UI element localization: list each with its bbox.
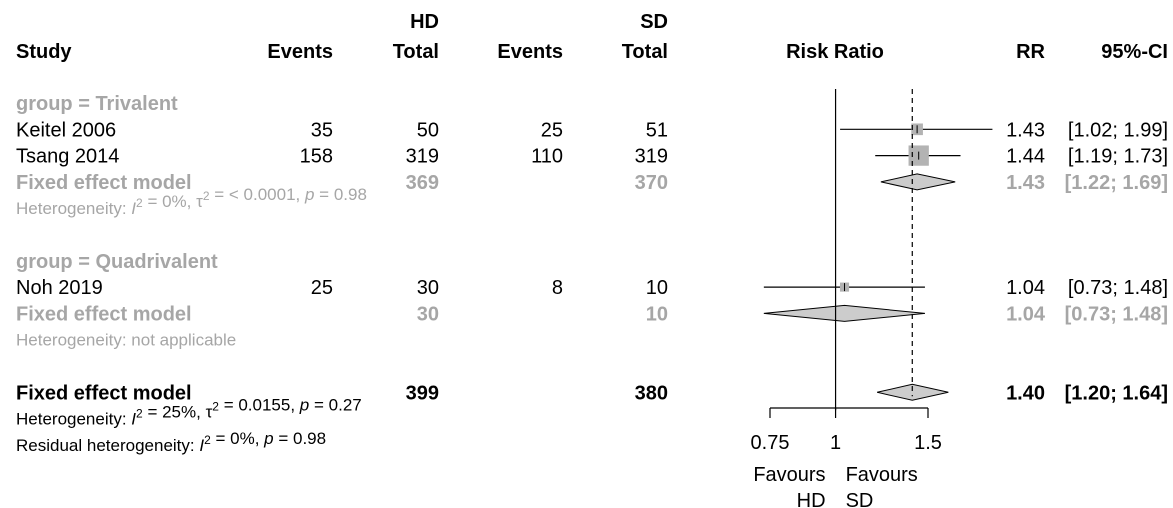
sd-events-value: 110 [531,146,563,168]
sd-total-value: 380 [635,382,668,404]
subgroup-model-label: Fixed effect model [16,172,192,194]
rr-value: 1.40 [1006,382,1045,404]
overall-diamond [877,383,949,401]
ci-value: [0.73; 1.48] [1068,277,1168,299]
header-hd-total: Total [393,41,439,63]
sd-total-value: 10 [646,277,668,299]
header-hd-events: Events [267,41,333,63]
header-ci: 95%-CI [1101,41,1168,63]
header-sd-events: Events [497,41,563,63]
x-axis-tick-label: 1.5 [914,432,942,454]
hd-total-value: 30 [417,277,439,299]
hd-total-value: 30 [417,303,439,325]
x-axis-tick-label: 0.75 [751,432,790,454]
header-hd-group: HD [410,11,439,33]
header-risk-ratio: Risk Ratio [786,41,884,63]
subgroup-diamond [880,173,956,191]
heterogeneity-text: Residual heterogeneity: I2 = 0%, p = 0.9… [16,429,326,455]
sd-events-value: 25 [541,119,563,141]
sd-total-value: 51 [646,119,668,141]
subgroup-model-label: Fixed effect model [16,303,192,325]
heterogeneity-text: Heterogeneity: I2 = 0%, τ2 = < 0.0001, p… [16,185,367,218]
sd-total-value: 10 [646,303,668,325]
x-axis-tick-label: 1 [830,432,841,454]
sd-events-value: 8 [552,277,563,299]
study-name: Tsang 2014 [16,146,119,168]
column-headers: HD SD Study Events Total Events Total Ri… [16,11,1168,63]
favours-right-group: SD [846,490,874,508]
sd-total-value: 370 [635,172,668,194]
header-sd-group: SD [640,11,668,33]
overall-label: Fixed effect model [16,382,192,404]
rr-value: 1.43 [1006,119,1045,141]
header-sd-total: Total [622,41,668,63]
ci-value: [1.02; 1.99] [1068,119,1168,141]
ci-value: [0.73; 1.48] [1065,303,1168,325]
ci-value: [1.19; 1.73] [1068,146,1168,168]
study-name: Noh 2019 [16,277,103,299]
hd-total-value: 319 [406,146,439,168]
hd-total-value: 50 [417,119,439,141]
heterogeneity-text: Heterogeneity: not applicable [16,331,236,350]
header-rr: RR [1016,41,1045,63]
hd-total-value: 369 [406,172,439,194]
ci-value: [1.22; 1.69] [1065,172,1168,194]
rr-value: 1.04 [1006,303,1046,325]
rr-value: 1.43 [1006,172,1045,194]
table-rows: group = Trivalent Keitel 2006 35 50 25 51 1.43… [16,93,1168,455]
hd-total-value: 399 [406,382,439,404]
hd-events-value: 158 [300,146,333,168]
rr-value: 1.44 [1006,146,1045,168]
favours-left-group: HD [797,490,826,508]
study-name: Keitel 2006 [16,119,116,141]
sd-total-value: 319 [635,146,668,168]
subgroup-diamond [763,304,925,322]
heterogeneity-text: Heterogeneity: I2 = 25%, τ2 = 0.0155, p … [16,396,362,429]
favours-right-label: Favours [846,464,918,486]
plot-area: 0.75 1 1.5 Favours HD Favours SD [751,89,993,508]
rr-value: 1.04 [1006,277,1045,299]
hd-events-value: 35 [311,119,333,141]
hd-events-value: 25 [311,277,333,299]
favours-left-label: Favours [753,464,825,486]
header-study: Study [16,41,72,63]
subgroup-label: group = Trivalent [16,93,178,115]
ci-value: [1.20; 1.64] [1065,382,1168,404]
subgroup-label: group = Quadrivalent [16,251,218,273]
